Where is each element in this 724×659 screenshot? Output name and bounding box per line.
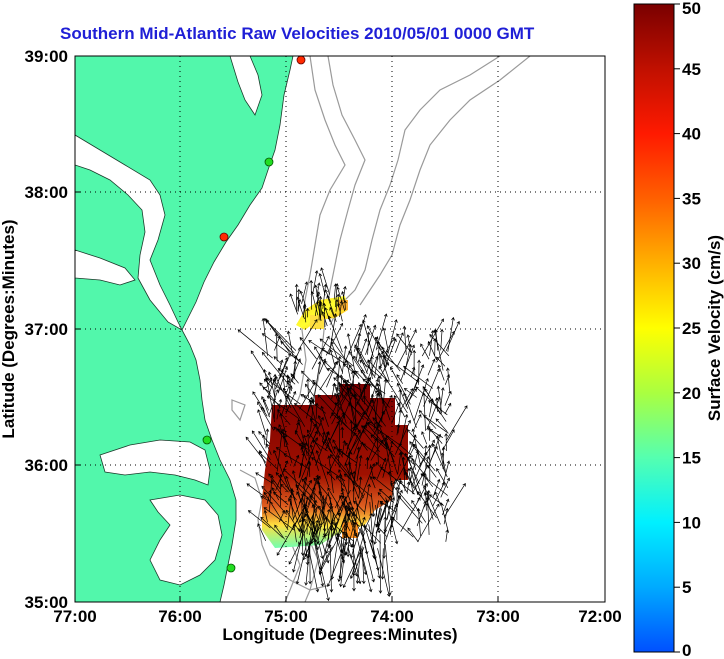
station-marker	[202, 435, 212, 445]
colorbar-tick-label: 10	[682, 513, 701, 532]
y-tick-label: 38:00	[25, 183, 68, 202]
colorbar-tick-label: 20	[682, 384, 701, 403]
pamlico-sound	[149, 494, 223, 586]
y-tick-label: 39:00	[25, 47, 68, 66]
station-marker	[296, 56, 306, 65]
x-tick-label: 76:00	[158, 607, 201, 626]
colorbar-tick-label: 50	[682, 0, 701, 18]
x-tick-label: 75:00	[264, 607, 307, 626]
station-marker	[226, 563, 236, 573]
y-tick-label: 35:00	[25, 593, 68, 612]
station-marker	[264, 157, 274, 167]
colorbar-tick-label: 35	[682, 189, 701, 208]
x-tick-label: 74:00	[370, 607, 413, 626]
colorbar-tick-label: 25	[682, 319, 701, 338]
colorbar-tick-label: 15	[682, 449, 701, 468]
colorbar-tick-label: 45	[682, 60, 701, 79]
river-estuary	[75, 249, 136, 286]
map-title: Southern Mid-Atlantic Raw Velocities 201…	[60, 24, 535, 43]
colorbar	[633, 3, 675, 653]
delaware-bay	[229, 56, 263, 116]
velocity-vectors	[237, 267, 468, 602]
albemarle-sound	[99, 439, 211, 486]
x-tick-label: 72:00	[578, 607, 621, 626]
chesapeake-bay	[75, 134, 183, 332]
x-tick-label: 77:00	[53, 607, 96, 626]
x-tick-label: 73:00	[476, 607, 519, 626]
y-axis-label: Latitude (Degrees:Minutes)	[0, 219, 18, 438]
colorbar-tick-label: 0	[682, 641, 691, 659]
colorbar-label: Surface Velocity (cm/s)	[705, 235, 724, 421]
y-tick-label: 37:00	[25, 320, 68, 339]
x-axis-label: Longitude (Degrees:Minutes)	[222, 625, 457, 644]
colorbar-tick-label: 40	[682, 125, 701, 144]
station-marker	[219, 232, 229, 242]
tick-marks	[75, 191, 499, 602]
grid-lines	[75, 56, 605, 602]
colorbar-tick-label: 30	[682, 254, 701, 273]
y-tick-label: 36:00	[25, 456, 68, 475]
colorbar-tick-label: 5	[682, 578, 691, 597]
